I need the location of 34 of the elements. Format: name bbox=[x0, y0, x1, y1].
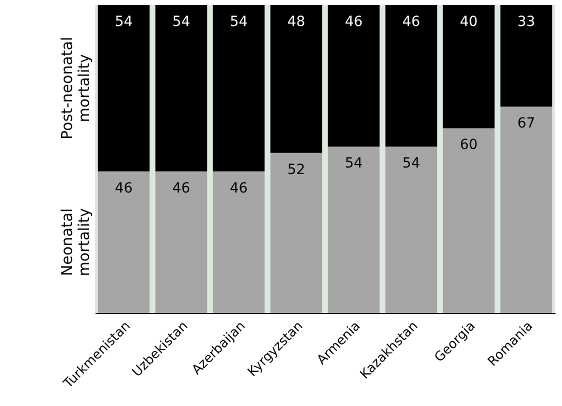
data-label: 46 bbox=[402, 14, 420, 30]
data-label: 54 bbox=[172, 14, 190, 30]
bar bbox=[385, 146, 438, 313]
data-label: 54 bbox=[230, 14, 248, 30]
data-label: 33 bbox=[517, 14, 536, 30]
bar bbox=[98, 5, 150, 172]
data-label: 46 bbox=[172, 180, 190, 196]
data-label: 60 bbox=[460, 137, 478, 154]
bar bbox=[385, 5, 438, 147]
bar bbox=[155, 5, 208, 172]
text: Neonatal mortality bbox=[58, 208, 93, 276]
bar bbox=[328, 5, 380, 147]
bar bbox=[500, 106, 552, 313]
data-label: 46 bbox=[344, 14, 363, 30]
bar bbox=[500, 5, 552, 107]
bar bbox=[212, 171, 265, 313]
data-label: 54 bbox=[344, 156, 363, 172]
data-label: 48 bbox=[287, 14, 306, 30]
bar bbox=[442, 5, 495, 128]
data-label: 46 bbox=[114, 180, 133, 196]
data-label: 52 bbox=[287, 162, 306, 178]
text: Post-neonatal mortality bbox=[58, 36, 93, 140]
bar bbox=[442, 128, 495, 313]
data-label: 40 bbox=[460, 14, 478, 30]
data-label: 46 bbox=[230, 180, 248, 196]
bar bbox=[212, 5, 265, 172]
bar bbox=[270, 152, 322, 313]
bar bbox=[155, 171, 208, 313]
bar bbox=[328, 146, 380, 313]
bar bbox=[270, 5, 322, 153]
data-label: 54 bbox=[114, 14, 133, 30]
data-label: 67 bbox=[517, 116, 536, 132]
bar bbox=[98, 171, 150, 313]
data-label: 54 bbox=[402, 156, 420, 172]
